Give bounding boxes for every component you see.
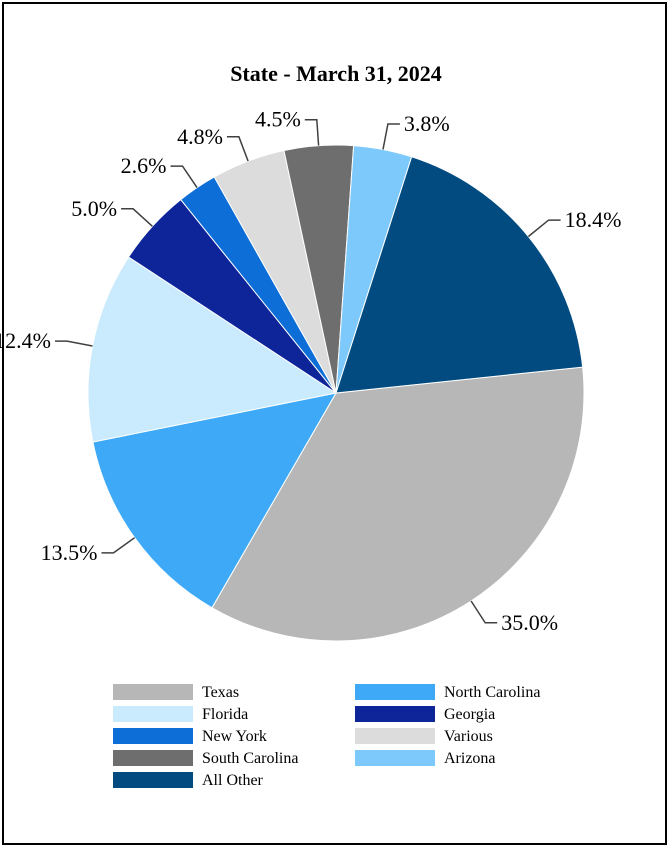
legend-swatch-florida — [113, 706, 193, 722]
leader-line-various — [226, 136, 249, 162]
legend-swatch-new-york — [113, 728, 193, 744]
legend-swatch-all-other — [113, 772, 193, 788]
legend-label-all-other: All Other — [202, 772, 264, 789]
legend-swatch-various — [355, 728, 435, 744]
legend-swatch-arizona — [355, 750, 435, 766]
data-label-new-york: 2.6% — [121, 153, 167, 178]
legend-label-georgia: Georgia — [444, 706, 495, 723]
data-label-various: 4.8% — [177, 124, 223, 149]
pie-slice-florida — [87, 256, 338, 443]
legend-swatch-georgia — [355, 706, 435, 722]
chart-title: State - March 31, 2024 — [230, 61, 442, 86]
data-label-all-other: 18.4% — [565, 207, 622, 232]
legend-label-various: Various — [444, 728, 493, 745]
legend-label-florida: Florida — [202, 706, 248, 723]
data-label-texas: 35.0% — [501, 610, 558, 635]
leader-line-florida — [55, 340, 93, 347]
leader-line-georgia — [121, 208, 153, 227]
legend-swatch-texas — [113, 684, 193, 700]
legend-label-texas: Texas — [202, 684, 239, 701]
legend-label-new-york: New York — [202, 728, 267, 745]
legend-swatch-south-carolina — [113, 750, 193, 766]
data-labels: 35.0% 13.5% 12.4% 5.0%2.6% 4.8% 4.5% 3.8% 18.4% — [0, 107, 621, 635]
legend-label-south-carolina: South Carolina — [202, 750, 298, 767]
pie-slice-texas — [211, 366, 585, 642]
pie-slice-north-carolina — [92, 392, 337, 609]
data-label-south-carolina: 4.5% — [255, 107, 301, 132]
data-label-north-carolina: 13.5% — [41, 540, 98, 565]
leader-line-texas — [470, 600, 498, 624]
leader-line-arizona — [382, 123, 400, 150]
leader-line-new-york — [170, 165, 198, 189]
leader-line-north-carolina — [101, 537, 136, 554]
data-label-florida: 12.4% — [0, 328, 51, 353]
leader-line-south-carolina — [304, 118, 320, 146]
legend-swatch-north-carolina — [355, 684, 435, 700]
legend-label-arizona: Arizona — [444, 750, 496, 767]
data-label-arizona: 3.8% — [404, 111, 450, 136]
legend: Texas North Carolina Florida Georgia New Yor… — [113, 684, 540, 789]
data-label-georgia: 5.0% — [71, 196, 117, 221]
legend-label-north-carolina: North Carolina — [444, 684, 540, 701]
leader-line-all-other — [527, 219, 561, 238]
pie-slice-all-other — [335, 156, 584, 394]
pie-slices — [87, 144, 585, 642]
